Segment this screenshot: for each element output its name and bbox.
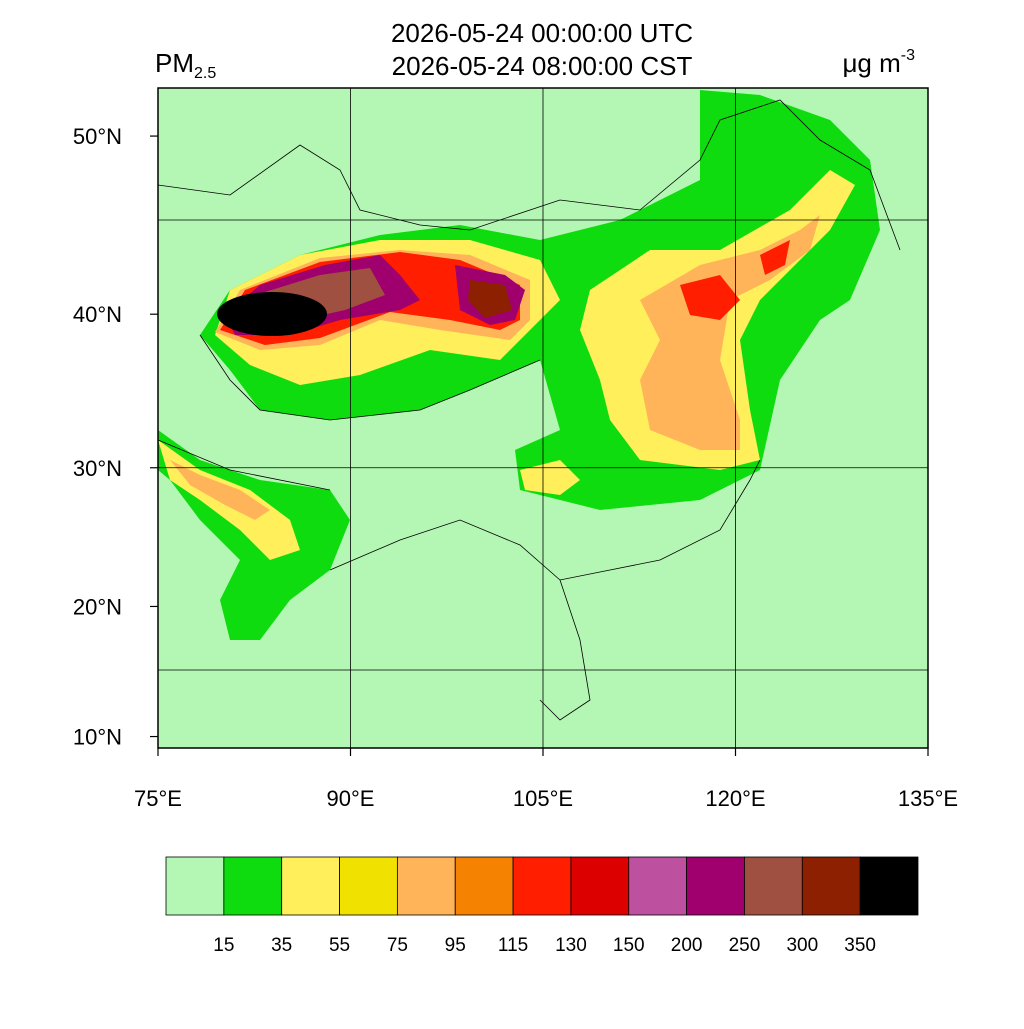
colorbar-box xyxy=(396,856,456,916)
colorbar-box xyxy=(801,856,861,916)
lat-tick-label: 30°N xyxy=(73,456,122,481)
concentration-contour xyxy=(170,460,270,520)
colorbar-box xyxy=(339,856,398,916)
lon-tick-label: 90°E xyxy=(327,786,375,811)
colorbar-label: 130 xyxy=(555,935,587,956)
lon-tick-label: 135°E xyxy=(898,786,958,811)
lon-tick-label: 120°E xyxy=(705,786,765,811)
left-label: PM2.5 xyxy=(155,48,216,82)
concentration-contour xyxy=(217,292,327,336)
lat-tick-label: 20°N xyxy=(73,594,122,619)
colorbar-label: 35 xyxy=(271,935,292,956)
colorbar-box xyxy=(165,856,225,916)
label-text: PM xyxy=(155,48,194,78)
colorbar-box xyxy=(744,856,803,916)
label-superscript: -3 xyxy=(901,47,915,64)
lat-tick-label: 40°N xyxy=(73,302,122,327)
lat-tick-label: 50°N xyxy=(73,124,122,149)
colorbar-label: 15 xyxy=(213,935,234,956)
label-text: μg m xyxy=(842,48,900,78)
colorbar-box xyxy=(223,856,283,916)
map-area xyxy=(158,88,928,748)
concentration-contour xyxy=(680,275,740,320)
colorbar-label: 250 xyxy=(729,935,761,956)
colorbar-box xyxy=(512,856,572,916)
lon-tick-label: 75°E xyxy=(134,786,182,811)
colorbar-box xyxy=(628,856,688,916)
lat-tick-label: 10°N xyxy=(73,725,122,750)
lon-tick-label: 105°E xyxy=(513,786,573,811)
title-line: 2026-05-24 08:00:00 CST xyxy=(392,51,693,81)
concentration-contour xyxy=(640,215,820,450)
colorbar-box xyxy=(281,856,340,916)
colorbar-box xyxy=(686,856,745,916)
colorbar-label: 200 xyxy=(671,935,703,956)
colorbar-label: 300 xyxy=(786,935,818,956)
right-label: μg m-3 xyxy=(842,47,915,78)
concentration-field xyxy=(158,90,880,640)
colorbar-label: 95 xyxy=(445,935,466,956)
concentration-contour xyxy=(468,280,512,318)
colorbar-box xyxy=(454,856,514,916)
borders xyxy=(158,99,901,721)
colorbar-label: 115 xyxy=(498,935,528,956)
title-line: 2026-05-24 00:00:00 UTC xyxy=(391,18,693,48)
colorbar-label: 55 xyxy=(329,935,350,956)
concentration-contour xyxy=(760,240,790,275)
colorbar-box xyxy=(859,856,919,916)
colorbar-label: 75 xyxy=(387,935,408,956)
colorbar-label: 350 xyxy=(844,935,876,956)
colorbar-label: 150 xyxy=(613,935,645,956)
label-subscript: 2.5 xyxy=(194,65,216,82)
concentration-contour xyxy=(520,460,580,495)
colorbar-box xyxy=(570,856,630,916)
graticule xyxy=(158,88,928,748)
